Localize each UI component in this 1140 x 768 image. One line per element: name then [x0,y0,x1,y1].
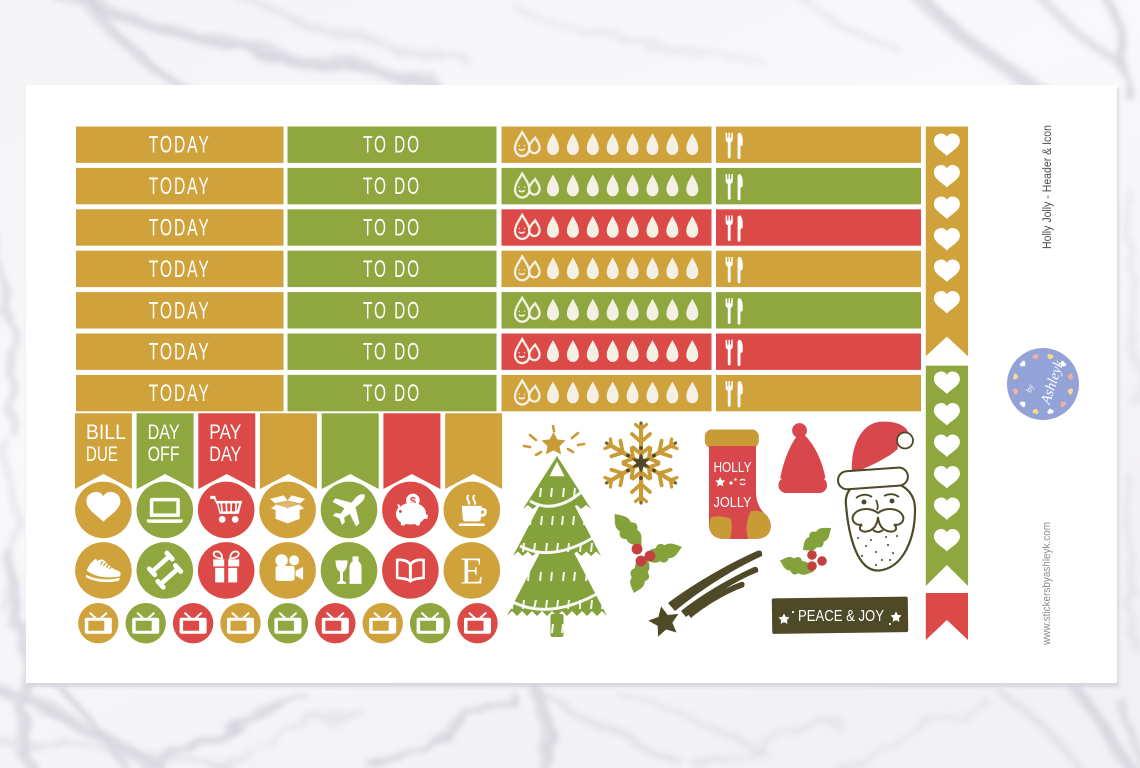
svg-text:TO DO: TO DO [363,339,421,366]
svg-text:TO DO: TO DO [363,297,421,324]
svg-text:DAY: DAY [148,420,180,444]
svg-text:BILL: BILL [86,420,126,444]
svg-text:TODAY: TODAY [149,132,211,159]
svg-text:DAY: DAY [209,442,241,466]
svg-text:www.stickersbyashleyk.com: www.stickersbyashleyk.com [1041,522,1053,646]
svg-text:TODAY: TODAY [149,380,211,407]
svg-text:PEACE & JOY: PEACE & JOY [798,608,884,625]
svg-text:TO DO: TO DO [363,256,421,283]
svg-text:OFF: OFF [148,442,180,466]
svg-text:TODAY: TODAY [149,256,211,283]
svg-text:PAY: PAY [209,420,241,444]
svg-text:HOLLY: HOLLY [714,460,752,476]
svg-text:TODAY: TODAY [149,215,211,242]
svg-text:DUE: DUE [86,442,118,466]
svg-text:TO DO: TO DO [363,215,421,242]
svg-text:TODAY: TODAY [149,173,211,200]
svg-text:Holly Jolly - Header & Icon: Holly Jolly - Header & Icon [1042,125,1054,249]
svg-text:TO DO: TO DO [363,173,421,200]
svg-text:TO DO: TO DO [363,380,421,407]
svg-text:TO DO: TO DO [363,132,421,159]
svg-text:TODAY: TODAY [149,297,211,324]
svg-text:JOLLY: JOLLY [714,495,752,511]
svg-text:by: by [1023,383,1035,394]
svg-text:TODAY: TODAY [149,339,211,366]
